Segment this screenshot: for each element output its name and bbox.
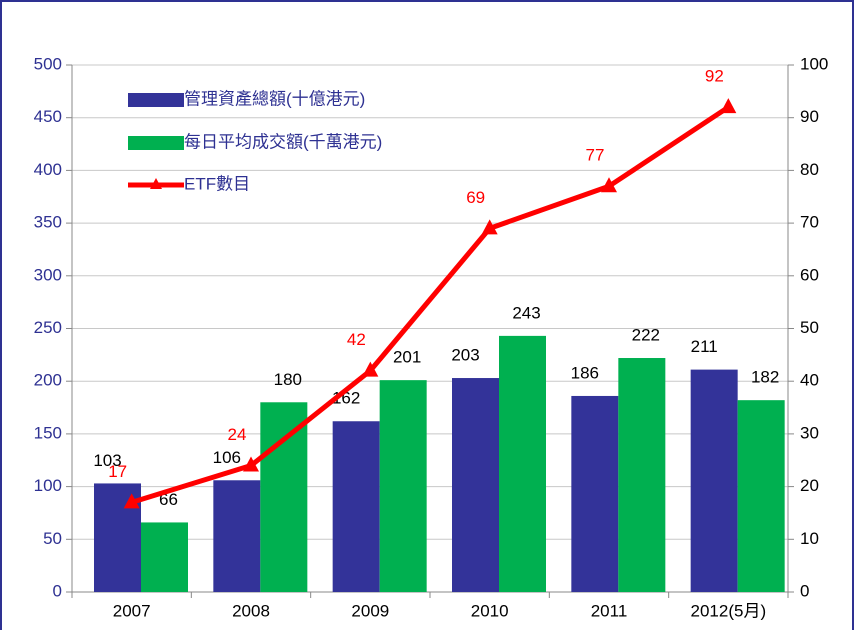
- x-tick-label: 2008: [232, 601, 270, 620]
- line-marker: [720, 98, 737, 114]
- bar: [499, 335, 546, 592]
- legend-marker: [150, 178, 162, 189]
- legend-label: ETF數目: [184, 174, 250, 193]
- y2-tick-label: 100: [800, 54, 828, 73]
- line-marker: [362, 361, 379, 377]
- y-tick-label: 50: [43, 529, 62, 548]
- y2-tick-label: 40: [800, 371, 819, 390]
- bar-value-label: 211: [691, 337, 718, 356]
- bar-value-label: 103: [93, 451, 121, 470]
- bar-value-label: 180: [274, 370, 302, 389]
- line-value-label: 42: [347, 330, 366, 349]
- y2-tick-label: 70: [800, 213, 819, 232]
- y-tick-label: 300: [34, 265, 62, 284]
- line-value-label: 69: [466, 188, 485, 207]
- bar-value-label: 106: [213, 448, 241, 467]
- bar: [618, 358, 666, 592]
- line: [130, 105, 730, 505]
- bar: [332, 421, 380, 592]
- line-value-label: 77: [586, 146, 605, 165]
- y-tick-label: 250: [34, 318, 62, 337]
- y-tick-label: 100: [34, 476, 62, 495]
- line-marker: [123, 493, 140, 509]
- y-tick-label: 350: [34, 213, 62, 232]
- x-tick-label: 2007: [113, 601, 151, 620]
- y-tick-label: 200: [34, 371, 62, 390]
- bar-value-label: 243: [512, 303, 540, 322]
- y2-tick-label: 60: [800, 265, 819, 284]
- y2-tick-label: 10: [800, 529, 819, 548]
- legend-label: 管理資產總額(十億港元): [184, 89, 365, 108]
- line-value-label: 92: [705, 67, 724, 86]
- y-tick-label: 500: [34, 54, 62, 73]
- bar-value-label: 186: [571, 363, 599, 382]
- y-tick-label: 400: [34, 160, 62, 179]
- line-marker: [243, 456, 259, 472]
- bar: [737, 400, 785, 592]
- bar-value-label: 182: [751, 368, 779, 387]
- line-value-label: 17: [108, 462, 127, 481]
- bar: [571, 395, 619, 592]
- x-tick-label: 2010: [471, 601, 509, 620]
- x-tick-label: 2011: [591, 601, 628, 620]
- line-marker: [601, 177, 617, 193]
- bar-value-label: 201: [393, 348, 421, 367]
- y2-tick-label: 80: [800, 160, 819, 179]
- y2-tick-label: 50: [800, 318, 819, 337]
- x-tick-label: 2012(5月): [691, 601, 767, 620]
- bar: [260, 402, 308, 592]
- y2-tick-label: 90: [800, 107, 819, 126]
- legend-swatch: [128, 93, 184, 107]
- bar: [141, 522, 188, 592]
- legend-swatch: [128, 136, 184, 150]
- bar: [213, 480, 261, 592]
- legend-label: 每日平均成交額(千萬港元): [184, 132, 382, 151]
- y-tick-label: 0: [53, 581, 62, 600]
- line-value-label: 24: [228, 425, 247, 444]
- bar: [379, 380, 427, 592]
- x-tick-label: 2009: [351, 601, 389, 620]
- line-marker: [481, 219, 498, 235]
- bar-value-label: 203: [451, 346, 479, 365]
- y2-tick-label: 30: [800, 423, 819, 442]
- y2-tick-label: 20: [800, 476, 819, 495]
- y2-tick-label: 0: [800, 581, 809, 600]
- y-tick-label: 450: [34, 107, 62, 126]
- bar-value-label: 222: [632, 325, 660, 344]
- bar: [452, 378, 499, 592]
- y-tick-label: 150: [34, 423, 62, 442]
- bar: [690, 369, 738, 592]
